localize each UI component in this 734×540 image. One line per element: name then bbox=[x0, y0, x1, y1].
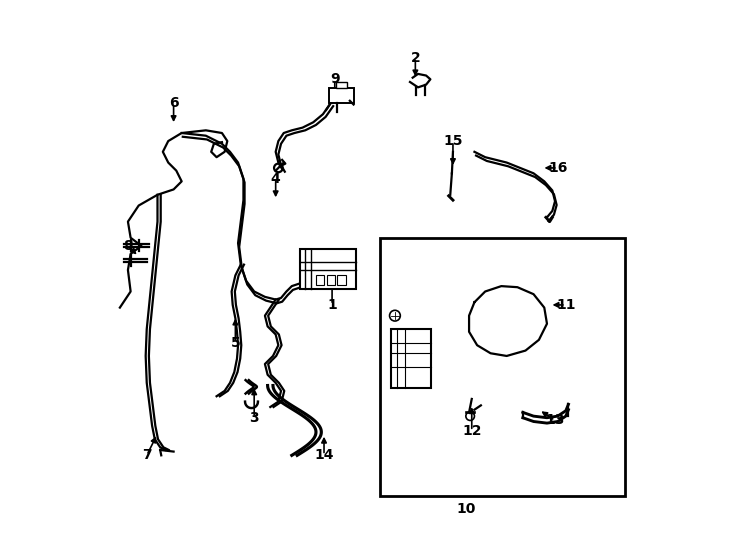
Text: 4: 4 bbox=[271, 172, 280, 186]
Bar bbox=[316, 275, 324, 285]
Text: 13: 13 bbox=[545, 414, 564, 428]
Text: 15: 15 bbox=[443, 134, 462, 148]
Text: 7: 7 bbox=[142, 448, 151, 462]
Text: 8: 8 bbox=[123, 239, 133, 253]
Bar bbox=[380, 238, 625, 496]
Bar bbox=[300, 248, 356, 289]
Bar bbox=[327, 275, 335, 285]
Bar bbox=[336, 82, 346, 89]
Text: 6: 6 bbox=[169, 97, 178, 111]
Text: 9: 9 bbox=[330, 72, 340, 86]
Text: 14: 14 bbox=[314, 448, 334, 462]
Text: 3: 3 bbox=[250, 411, 259, 425]
Bar bbox=[391, 329, 432, 388]
Text: 2: 2 bbox=[410, 51, 421, 65]
Text: 12: 12 bbox=[462, 424, 482, 438]
Text: 11: 11 bbox=[556, 298, 575, 312]
Bar bbox=[330, 89, 354, 104]
Text: 10: 10 bbox=[457, 502, 476, 516]
Text: 5: 5 bbox=[230, 335, 240, 349]
Text: 1: 1 bbox=[327, 298, 337, 312]
Bar bbox=[338, 275, 346, 285]
Text: 16: 16 bbox=[548, 161, 567, 175]
